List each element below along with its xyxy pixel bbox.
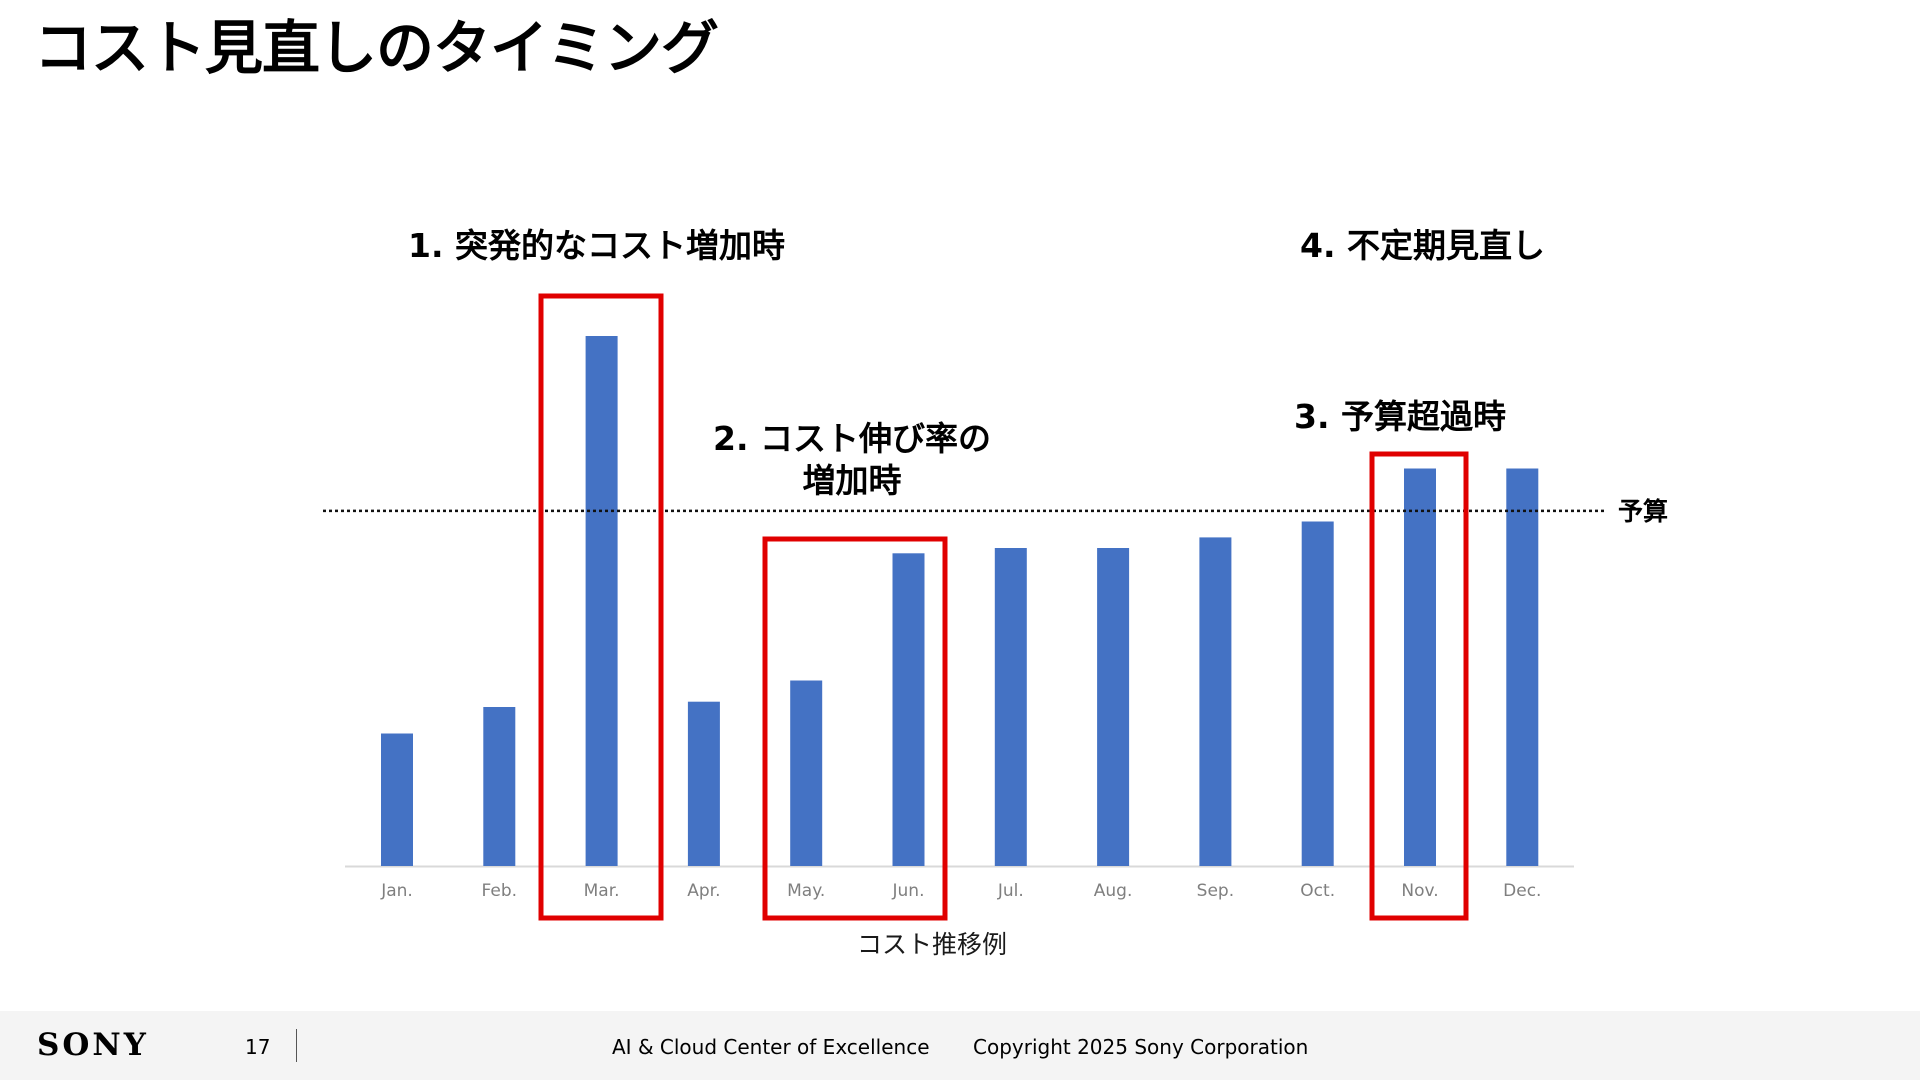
bar-jun <box>892 553 925 866</box>
x-tick-label: May. <box>787 881 825 901</box>
bar-mar <box>585 336 618 866</box>
bar-jan <box>381 733 413 866</box>
budget-label: 予算 <box>1618 497 1668 526</box>
x-tick-label: Aug. <box>1094 881 1133 901</box>
bar-jul <box>994 548 1027 866</box>
x-tick-label: Nov. <box>1401 881 1438 901</box>
x-tick-label: Feb. <box>482 881 518 901</box>
footer: SONY 17 AI & Cloud Center of Excellence … <box>0 1011 1920 1080</box>
highlight-label-2: 2. コスト伸び率の増加時 <box>713 419 991 500</box>
annotation-label-1: 4. 不定期見直し <box>1300 226 1545 265</box>
highlight-box-1 <box>538 293 664 921</box>
highlight-label-3: 3. 予算超過時 <box>1294 397 1506 436</box>
highlight-box-3 <box>1369 451 1469 921</box>
bar-oct <box>1301 521 1334 866</box>
bar-apr <box>687 701 720 866</box>
highlight-box-2 <box>762 536 948 921</box>
bar-sep <box>1199 537 1232 866</box>
x-tick-label: Jun. <box>892 881 925 901</box>
page-number: 17 <box>245 1035 271 1059</box>
bar-aug <box>1097 548 1130 866</box>
bar-dec <box>1506 468 1539 866</box>
x-tick-label: Jul. <box>997 881 1024 901</box>
x-tick-label: Apr. <box>687 881 720 901</box>
x-axis-label: コスト推移例 <box>857 930 1007 959</box>
bar-feb <box>483 707 516 866</box>
bar-nov <box>1404 468 1436 866</box>
x-tick-label: Dec. <box>1503 881 1541 901</box>
slide-title: コスト見直しのタイミング <box>34 14 719 82</box>
footer-divider <box>296 1029 297 1062</box>
x-tick-label: Oct. <box>1300 881 1335 901</box>
sony-logo: SONY <box>37 1027 149 1063</box>
x-tick-label: Jan. <box>380 881 413 901</box>
x-tick-label: Sep. <box>1197 881 1234 901</box>
footer-org-text: AI & Cloud Center of Excellence <box>612 1035 930 1059</box>
highlight-label-1: 1. 突発的なコスト増加時 <box>408 226 785 265</box>
cost-trend-chart: Jan. Feb. Mar. Apr. May. Jun. Jul. Aug. Sep. Oct.… <box>323 226 1668 959</box>
x-tick-label: Mar. <box>584 881 620 901</box>
bar-may <box>790 680 823 866</box>
footer-copyright-text: Copyright 2025 Sony Corporation <box>973 1035 1309 1059</box>
